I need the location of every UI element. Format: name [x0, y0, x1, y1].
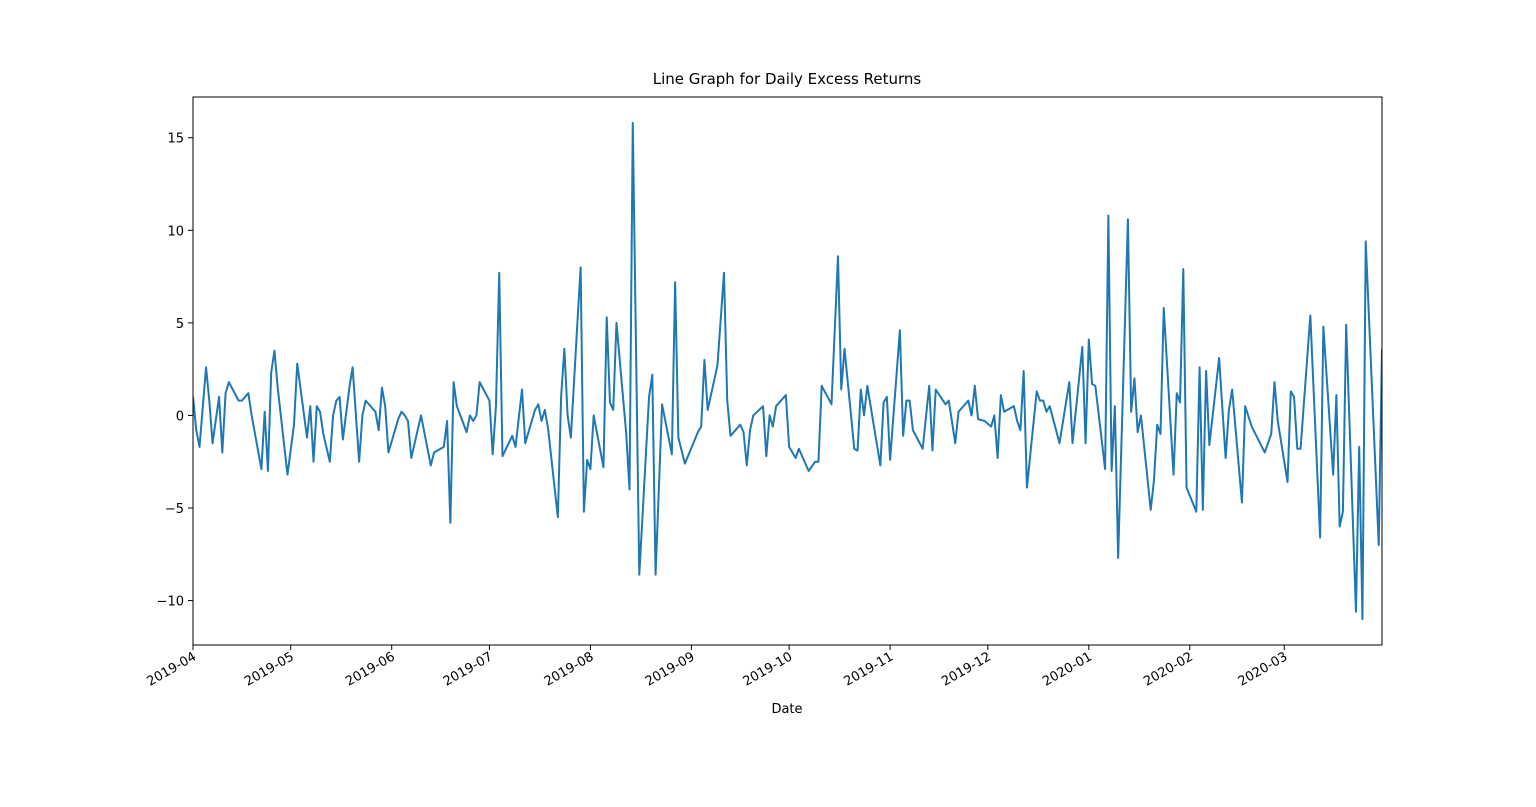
plot-frame: [192, 96, 1383, 646]
chart-title: Line Graph for Daily Excess Returns: [653, 70, 922, 88]
y-tick-label: −5: [165, 502, 184, 517]
data-line: [193, 121, 1382, 621]
x-axis-label: Date: [771, 702, 802, 717]
y-tick-label: −10: [157, 595, 184, 610]
y-tick-label: 10: [167, 224, 184, 239]
y-tick-label: 15: [167, 132, 184, 147]
y-tick-label: 5: [176, 317, 184, 332]
y-tick-label: 0: [176, 409, 184, 424]
